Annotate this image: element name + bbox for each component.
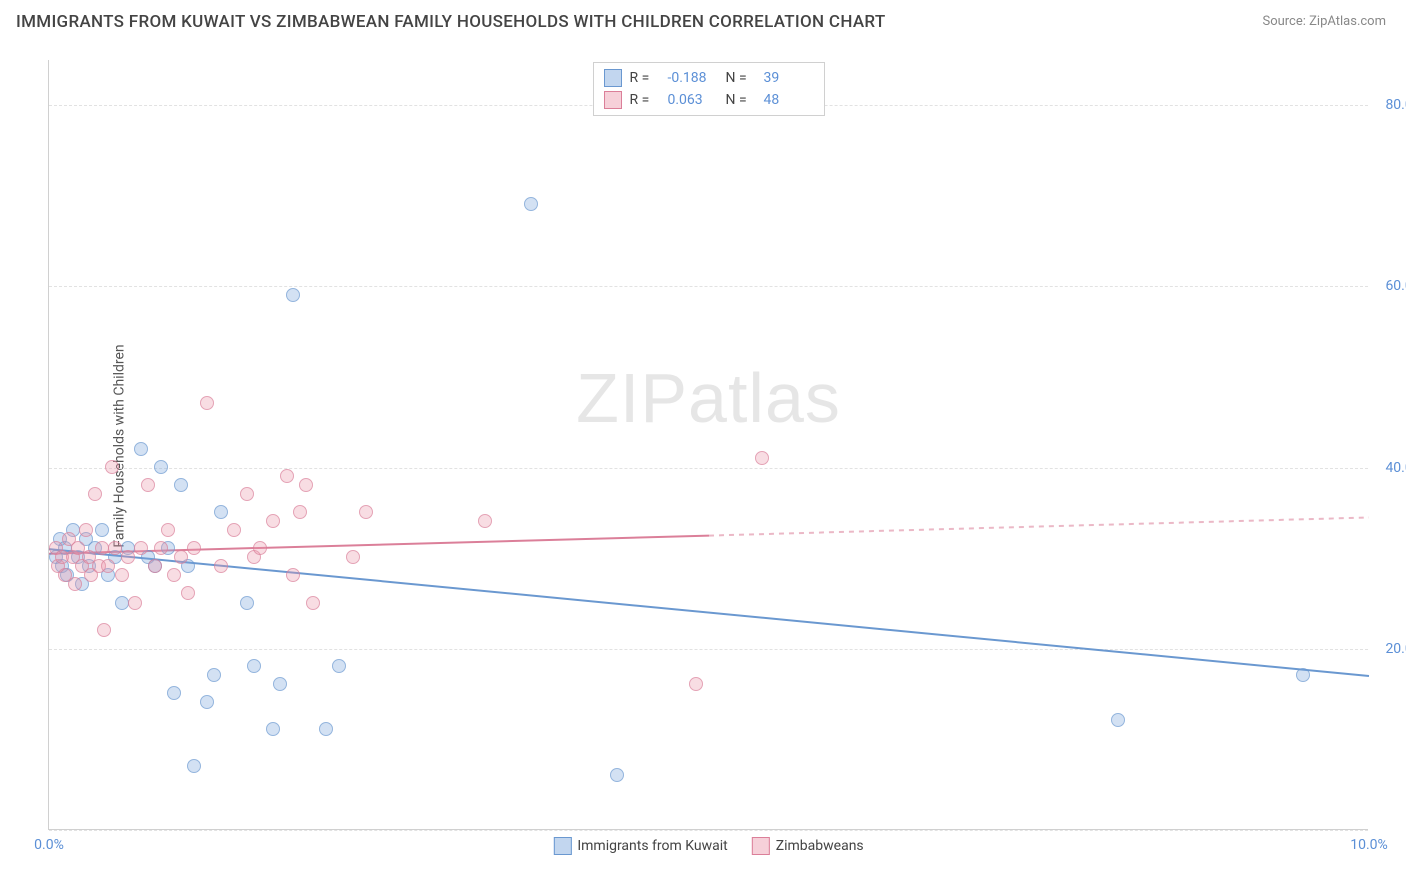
legend-row-pink: R = 0.063 N = 48 [604,89,814,111]
data-point [273,677,287,691]
data-point [88,487,102,501]
y-tick-label: 40.0% [1385,460,1406,476]
data-point [240,487,254,501]
data-point [95,541,109,555]
data-point [755,451,769,465]
data-point [1296,668,1310,682]
data-point [134,541,148,555]
data-point [115,596,129,610]
y-tick-label: 60.0% [1385,278,1406,294]
data-point [266,722,280,736]
data-point [200,396,214,410]
data-point [332,659,346,673]
legend-item-pink: Zimbabweans [752,837,864,855]
data-point [524,197,538,211]
data-point [359,505,373,519]
data-point [105,460,119,474]
data-point [187,541,201,555]
watermark-bold: ZIP [576,359,688,437]
data-point [79,523,93,537]
data-point [293,505,307,519]
x-tick-label: 0.0% [34,837,64,853]
legend-label-pink: Zimbabweans [776,838,864,854]
legend-r-label: R = [630,70,660,86]
data-point [689,677,703,691]
data-point [115,568,129,582]
data-point [95,523,109,537]
legend-swatch-blue [604,69,622,87]
data-point [286,568,300,582]
gridline [49,649,1368,650]
data-point [319,722,333,736]
data-point [148,559,162,573]
data-point [1111,713,1125,727]
x-tick-label: 10.0% [1350,837,1388,853]
gridline [49,286,1368,287]
data-point [610,768,624,782]
data-point [128,596,142,610]
data-point [247,659,261,673]
data-point [167,686,181,700]
data-point [240,596,254,610]
legend-swatch-pink [604,91,622,109]
legend-n-value-blue: 39 [764,70,814,86]
data-point [167,568,181,582]
trendline-dashed [709,517,1369,535]
data-point [253,541,267,555]
legend-correlation: R = -0.188 N = 39 R = 0.063 N = 48 [593,62,825,116]
legend-r-label: R = [630,92,660,108]
chart-title: IMMIGRANTS FROM KUWAIT VS ZIMBABWEAN FAM… [16,12,885,32]
legend-swatch-blue [553,837,571,855]
legend-row-blue: R = -0.188 N = 39 [604,67,814,89]
y-tick-label: 20.0% [1385,641,1406,657]
legend-r-value-blue: -0.188 [668,70,718,86]
source-label: Source: ZipAtlas.com [1262,14,1386,29]
data-point [97,623,111,637]
gridline [49,830,1368,831]
data-point [134,442,148,456]
data-point [227,523,241,537]
data-point [280,469,294,483]
trendline-solid [49,549,1369,676]
data-point [214,559,228,573]
data-point [286,288,300,302]
trend-lines [49,60,1368,829]
data-point [161,523,175,537]
data-point [141,478,155,492]
data-point [478,514,492,528]
data-point [299,478,313,492]
data-point [266,514,280,528]
y-tick-label: 80.0% [1385,97,1406,113]
data-point [101,559,115,573]
legend-swatch-pink [752,837,770,855]
data-point [200,695,214,709]
legend-n-label: N = [726,92,756,108]
data-point [181,586,195,600]
legend-n-value-pink: 48 [764,92,814,108]
plot-area: ZIPatlas R = -0.188 N = 39 R = 0.063 N =… [48,60,1368,830]
data-point [68,577,82,591]
data-point [207,668,221,682]
data-point [108,541,122,555]
data-point [154,460,168,474]
data-point [174,478,188,492]
data-point [174,550,188,564]
data-point [154,541,168,555]
data-point [306,596,320,610]
legend-r-value-pink: 0.063 [668,92,718,108]
data-point [187,759,201,773]
legend-n-label: N = [726,70,756,86]
watermark: ZIPatlas [576,358,841,438]
legend-series: Immigrants from Kuwait Zimbabweans [553,837,863,855]
data-point [121,550,135,564]
watermark-thin: atlas [688,359,841,437]
data-point [346,550,360,564]
legend-label-blue: Immigrants from Kuwait [577,838,727,854]
legend-item-blue: Immigrants from Kuwait [553,837,727,855]
gridline [49,468,1368,469]
data-point [214,505,228,519]
